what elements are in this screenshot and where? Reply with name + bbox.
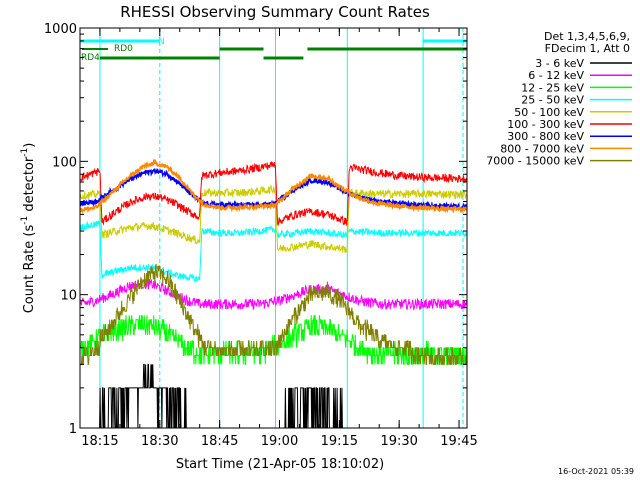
legend: Det 1,3,4,5,6,9,FDecim 1, Att 0 3 - 6 keV… — [486, 30, 632, 168]
y-label-part3: ) — [22, 143, 37, 148]
legend-label-5: 100 - 300 keV — [507, 118, 584, 131]
status-label-rd0: RD0 — [114, 44, 133, 54]
x-tick-label-0: 18:15 — [81, 434, 118, 449]
y-label-sup2: -1 — [20, 148, 30, 157]
x-axis: 18:15 18:30 18:45 19:00 19:15 19:30 19:45 — [79, 28, 478, 449]
series-layer — [80, 158, 467, 428]
legend-header-0: Det 1,3,4,5,6,9, — [544, 30, 630, 43]
series-line-800-7000kev — [80, 158, 467, 215]
chart-title: RHESSI Observing Summary Count Rates — [120, 3, 430, 21]
plot-frame — [79, 27, 468, 429]
footer-timestamp: 16-Oct-2021 05:39 — [558, 467, 634, 476]
y-tick-label-0: 1 — [69, 422, 77, 437]
y-tick-label-2: 100 — [52, 155, 77, 170]
status-bars: N RD0 RD4 — [80, 37, 467, 63]
x-tick-label-5: 19:30 — [380, 434, 417, 449]
y-label-part2: detector — [22, 156, 37, 216]
legend-label-8: 7000 - 15000 keV — [486, 155, 584, 168]
x-tick-label-6: 19:45 — [440, 434, 477, 449]
x-tick-label-1: 18:30 — [141, 434, 178, 449]
legend-label-0: 3 - 6 keV — [535, 57, 584, 70]
y-axis: 1 10 100 1000 — [44, 22, 467, 437]
x-axis-label: Start Time (21-Apr-05 18:10:02) — [176, 457, 384, 472]
y-label-sup1: -1 — [20, 216, 30, 225]
series-line-50-100kev — [80, 185, 467, 253]
x-tick-label-2: 18:45 — [201, 434, 238, 449]
x-tick-label-4: 19:15 — [321, 434, 358, 449]
legend-header-1: FDecim 1, Att 0 — [545, 42, 630, 55]
y-tick-label-1: 10 — [60, 289, 77, 304]
series-line-100-300kev — [80, 161, 467, 226]
y-tick-label-3: 1000 — [44, 22, 77, 37]
legend-label-2: 12 - 25 keV — [521, 81, 584, 94]
series-line-25-50kev — [80, 220, 467, 283]
x-tick-label-3: 19:00 — [261, 434, 298, 449]
y-axis-label: Count Rate (s-1 detector-1) — [20, 143, 37, 314]
legend-label-4: 50 - 100 keV — [514, 106, 584, 119]
legend-label-1: 6 - 12 keV — [528, 69, 584, 82]
series-line-7000-15000kev — [80, 263, 467, 365]
status-label-rd4: RD4 — [81, 53, 100, 63]
legend-label-7: 800 - 7000 keV — [500, 142, 584, 155]
series-line-12-25kev — [80, 315, 467, 365]
y-label-part1: Count Rate (s — [22, 225, 37, 314]
legend-label-6: 300 - 800 keV — [507, 130, 584, 143]
legend-label-3: 25 - 50 keV — [521, 94, 584, 107]
series-line-3-6kev — [80, 363, 467, 428]
status-label-n: N — [158, 37, 165, 47]
series-line-300-800kev — [80, 168, 467, 212]
